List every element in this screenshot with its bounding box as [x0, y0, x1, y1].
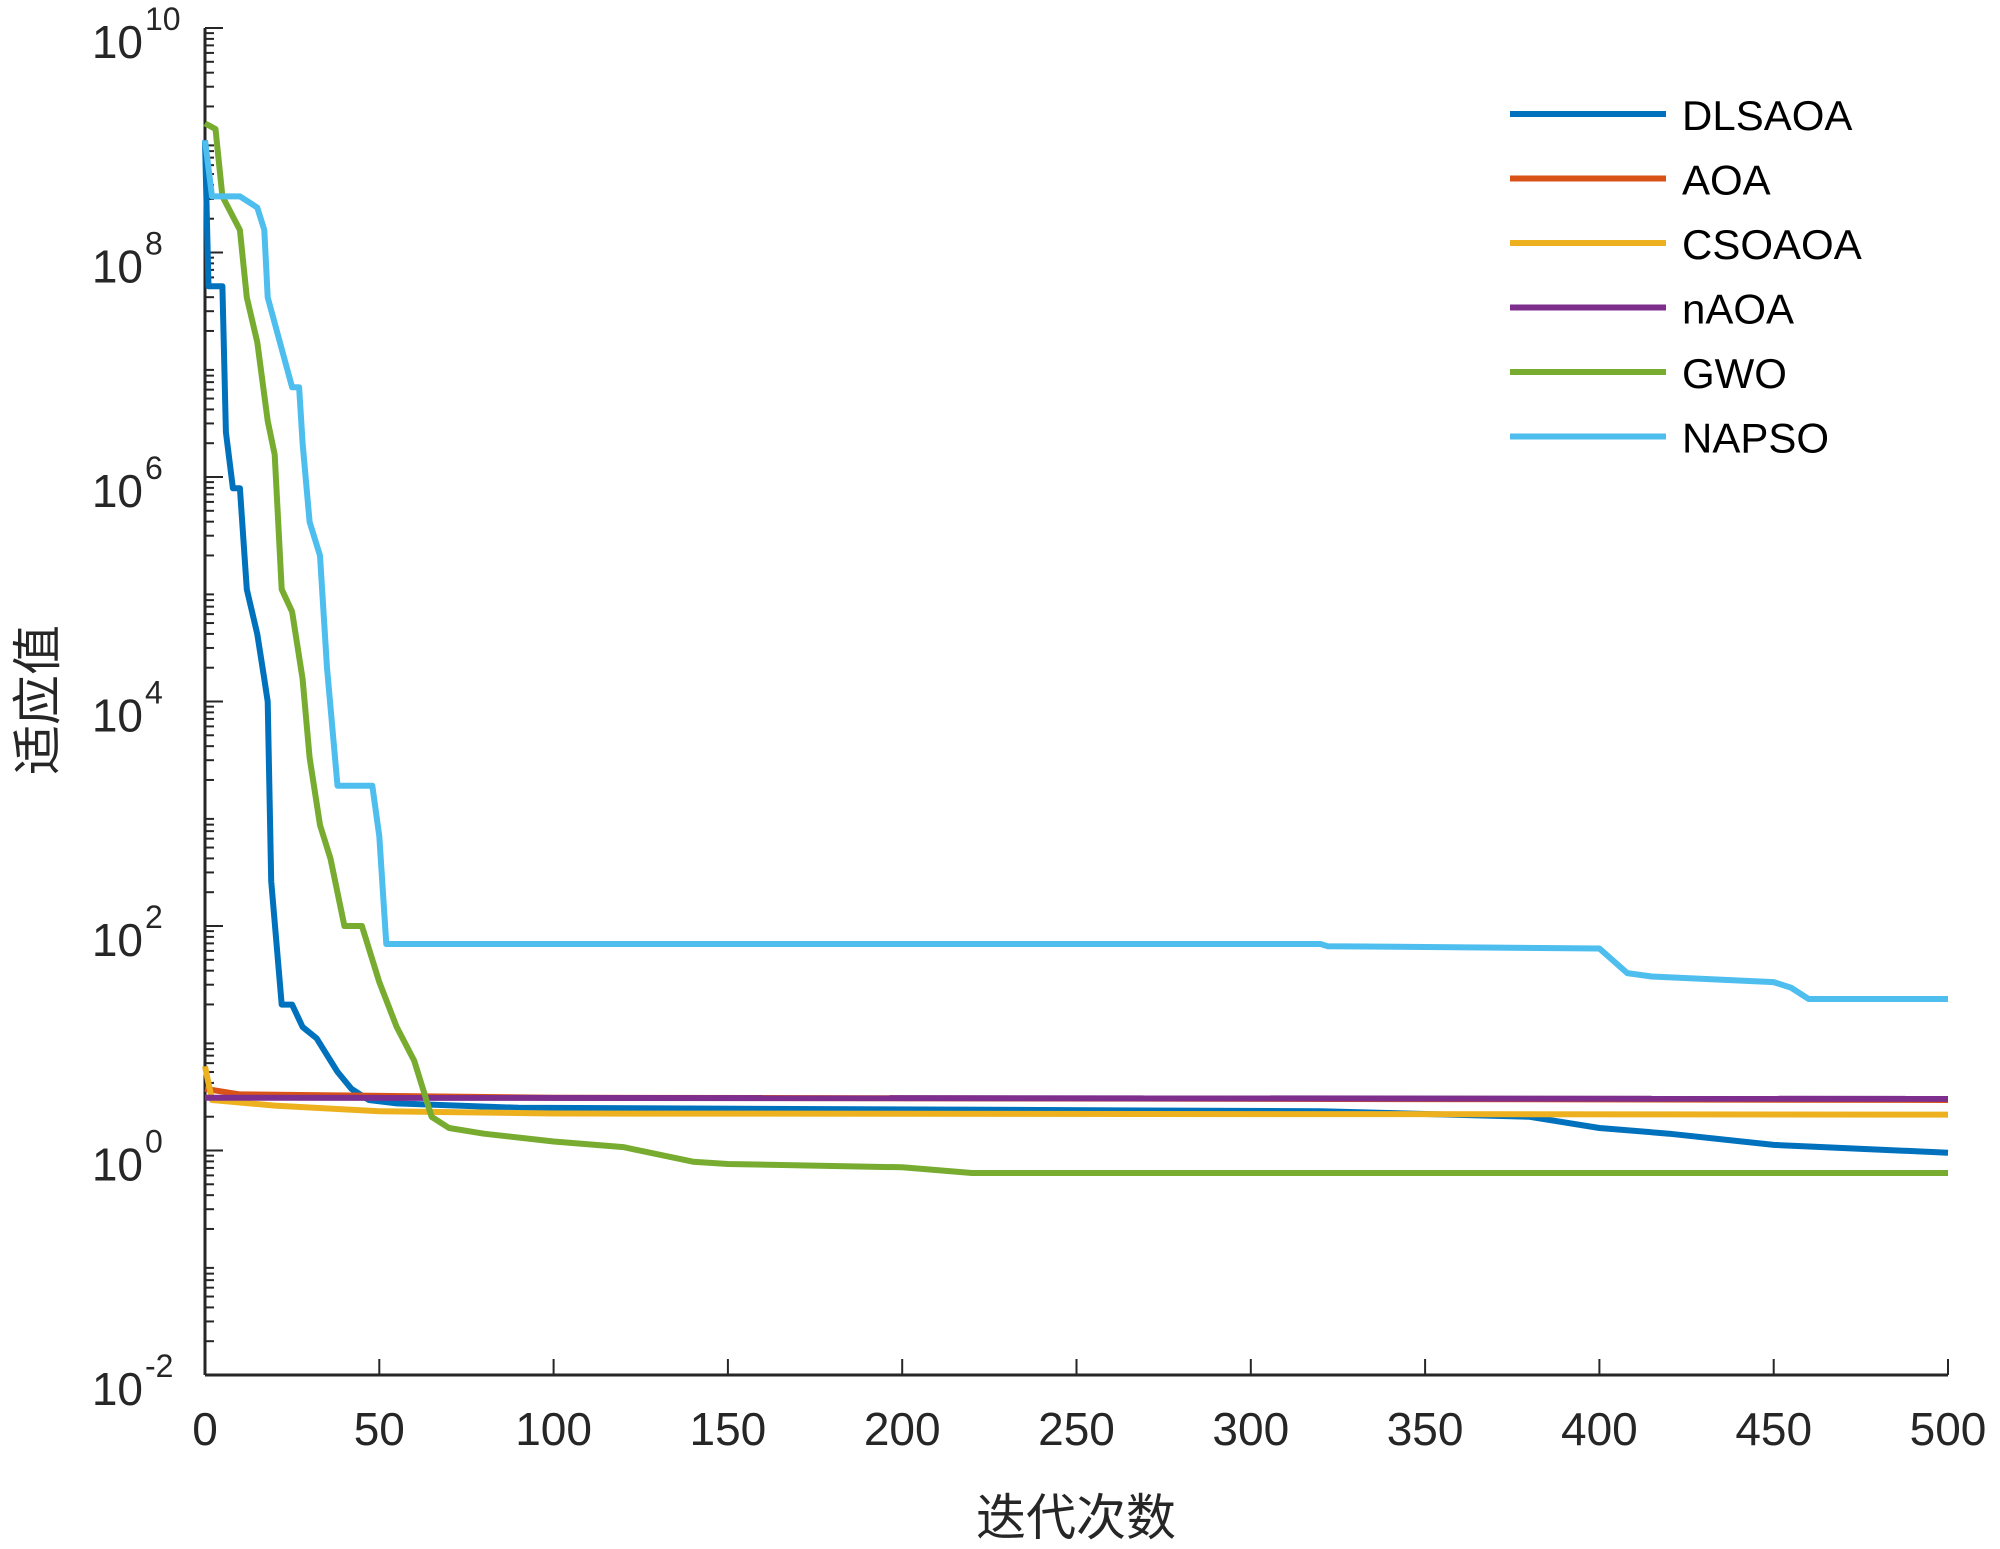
y-tick-exponent: 0: [145, 1124, 163, 1160]
y-tick-label: 10: [92, 241, 143, 293]
y-tick-label: 10: [92, 16, 143, 68]
y-tick-exponent: -2: [145, 1348, 173, 1384]
y-tick-exponent: 6: [145, 450, 163, 486]
x-tick-label: 450: [1735, 1403, 1812, 1455]
x-tick-label: 0: [192, 1403, 218, 1455]
y-tick-exponent: 4: [145, 675, 163, 711]
x-tick-label: 50: [354, 1403, 405, 1455]
legend-label-naoa: nAOA: [1682, 286, 1794, 333]
series-lines: [202, 120, 1949, 1176]
y-tick-exponent: 10: [145, 1, 181, 37]
y-tick-label: 10: [92, 1139, 143, 1191]
y-tick-label: 10: [92, 690, 143, 742]
legend-label-aoa: AOA: [1682, 157, 1771, 204]
y-tick-label: 10: [92, 465, 143, 517]
x-tick-label: 250: [1038, 1403, 1115, 1455]
x-tick-label: 300: [1212, 1403, 1289, 1455]
legend-label-csoaoa: CSOAOA: [1682, 221, 1862, 268]
series-line-gwo: [203, 120, 1948, 1176]
series-line-napso: [202, 139, 1948, 1002]
y-tick-label: 10: [92, 1363, 143, 1415]
x-tick-label: 200: [864, 1403, 941, 1455]
y-axis-label: 适应值: [9, 625, 67, 775]
x-tick-label: 100: [515, 1403, 592, 1455]
y-tick-label: 10: [92, 914, 143, 966]
legend-label-dlsaoa: DLSAOA: [1682, 92, 1852, 139]
series-line-csoaoa: [202, 1065, 1949, 1118]
x-tick-label: 500: [1910, 1403, 1987, 1455]
x-tick-label: 400: [1561, 1403, 1638, 1455]
x-tick-label: 150: [690, 1403, 767, 1455]
legend-label-gwo: GWO: [1682, 350, 1787, 397]
legend-label-napso: NAPSO: [1682, 415, 1829, 462]
legend: DLSAOA AOA CSOAOA nAOA GWO NAPSO: [1510, 92, 1862, 462]
y-tick-exponent: 8: [145, 226, 163, 262]
x-axis-label: 迭代次数: [976, 1489, 1176, 1547]
x-tick-label: 350: [1387, 1403, 1464, 1455]
y-tick-exponent: 2: [145, 899, 163, 935]
series-line-naoa: [204, 1094, 1949, 1102]
